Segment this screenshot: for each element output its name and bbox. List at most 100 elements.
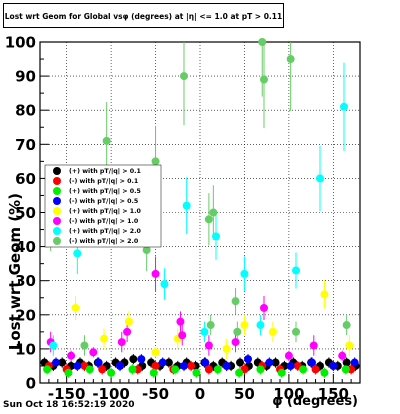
data-point [116,361,124,370]
data-point [308,358,316,367]
data-point [176,317,185,326]
y-tick-label: 90 [15,68,36,86]
data-point [235,368,244,377]
legend-box [44,164,162,248]
data-point [98,365,107,374]
data-point [151,269,160,278]
x-axis-label: φ (degrees) [272,394,358,409]
data-point [204,215,213,224]
y-tick-label: 50 [15,204,36,222]
legend-marker [53,187,61,195]
data-point [49,341,58,350]
data-point [233,327,242,336]
data-point [260,75,268,84]
data-point [292,327,300,336]
y-tick-label: 70 [15,136,36,154]
data-point [107,368,116,377]
data-point [201,358,210,367]
legend-marker [53,197,61,205]
data-point [124,317,133,326]
data-point [340,102,348,111]
legend-marker [53,177,61,185]
data-point [329,361,338,370]
data-point [128,365,137,374]
data-point [58,358,67,367]
legend-label: (+) with pT/|q| > 1.0 [69,208,142,216]
data-point [129,355,138,364]
data-point [102,136,111,145]
y-tick-label: 40 [15,238,36,256]
data-point [73,249,82,258]
legend: (+) with pT/|q| > 0.1 (-) with pT/|q| > 0… [44,164,162,248]
legend-label: (+) with pT/|q| > 2.0 [69,228,142,236]
data-point [151,361,160,370]
data-point [100,334,108,343]
data-point [320,290,329,299]
data-point [71,303,80,312]
chart-title: Lost wrt Geom for Global vsφ (degrees) a… [4,12,283,21]
data-points [40,38,360,377]
data-point [342,358,351,367]
legend-label: (+) with pT/|q| > 0.1 [69,168,141,176]
data-point [260,303,268,312]
data-point [187,361,196,370]
data-point [350,358,359,367]
data-point [286,361,295,370]
data-point [192,368,201,377]
data-point [137,355,146,364]
data-point [164,358,173,367]
data-point [342,321,351,330]
chart-title-box: Lost wrt Geom for Global vsφ (degrees) a… [3,3,284,28]
data-point [52,358,60,367]
legend-marker [53,167,61,175]
data-point [151,157,160,166]
data-point [73,361,82,370]
x-tick-label: 150 [318,385,349,403]
legend-marker [53,227,61,235]
data-point [311,365,320,374]
y-axis-label: Lost wrt Geom (%) [6,193,24,350]
data-point [256,321,265,330]
data-point [284,351,293,360]
data-point [171,365,180,374]
data-point [180,72,188,81]
data-point [149,368,158,377]
data-point [204,365,213,374]
data-point [178,331,187,340]
data-point [222,361,231,370]
legend-label: (-) with pT/|q| > 1.0 [69,218,139,226]
data-point [222,344,231,353]
data-point [206,321,215,330]
y-tick-label: 30 [15,272,36,290]
data-point [89,348,98,357]
data-point [231,297,240,306]
data-point [236,358,244,367]
data-point [258,38,267,46]
axis-labels: -150 -100 -50 0 50 100 150 0 10 20 30 40 50 60 70 80 90 1… [5,34,349,404]
data-point [316,174,324,183]
data-point [240,321,249,330]
data-point [204,341,213,350]
data-point [212,232,220,241]
y-tick-label: 60 [15,170,36,188]
data-point [292,266,300,275]
data-point [80,341,89,350]
legend-marker [53,237,61,245]
data-point [213,365,222,374]
data-point [64,368,73,377]
data-point [209,208,218,217]
data-point [265,358,274,367]
data-point [338,351,347,360]
data-point [299,365,308,374]
data-point [277,368,286,377]
data-point [271,358,280,367]
x-tick-label: 50 [234,385,255,403]
data-point [341,365,350,374]
timestamp: Sun Oct 18 16:52:19 2020 [3,400,135,410]
y-tick-label: 80 [15,102,36,120]
data-point [142,246,151,255]
y-tick-label: 100 [5,34,36,52]
data-point [67,351,76,360]
data-point [123,327,132,336]
x-tick-label: 100 [273,385,304,403]
